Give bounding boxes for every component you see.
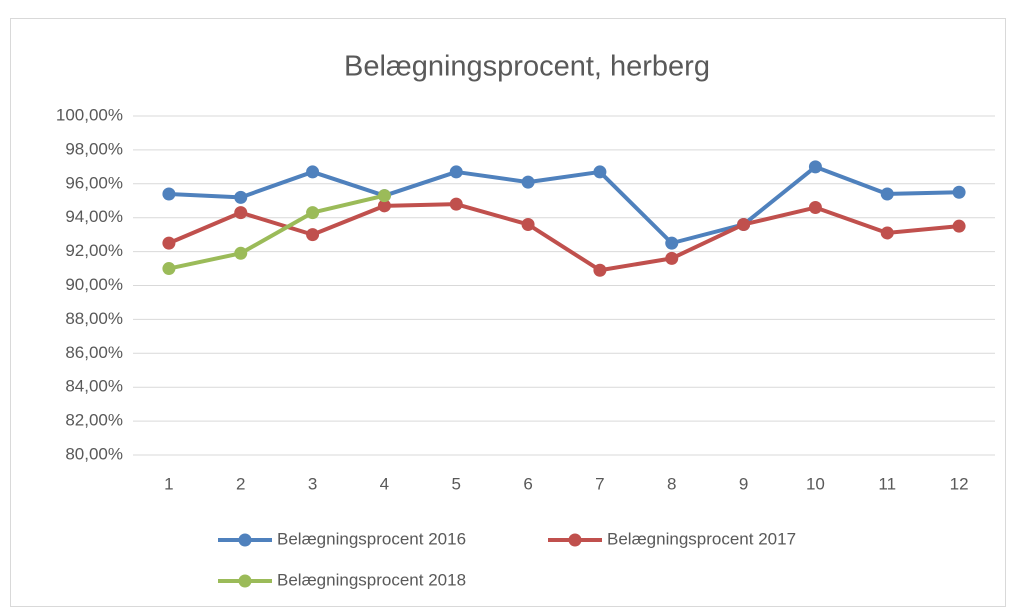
y-tick-label: 84,00% [65, 377, 123, 396]
data-point [952, 219, 966, 233]
x-tick-label: 7 [595, 474, 604, 493]
data-point [234, 190, 248, 204]
data-point [306, 228, 320, 242]
x-tick-label: 10 [806, 474, 825, 493]
series-line [168, 202, 960, 273]
data-point [162, 187, 176, 201]
data-point [521, 217, 535, 231]
x-tick-label: 6 [523, 474, 532, 493]
data-point [306, 206, 320, 220]
data-point [449, 197, 463, 211]
data-point [880, 187, 894, 201]
x-tick-label: 4 [380, 474, 389, 493]
y-tick-label: 86,00% [65, 343, 123, 362]
x-tick-label: 1 [164, 474, 173, 493]
data-point [162, 236, 176, 250]
x-tick-label: 2 [236, 474, 245, 493]
data-point [377, 199, 391, 213]
chart-title: Belægningsprocent, herberg [344, 51, 710, 83]
data-point [377, 189, 391, 203]
series-line [168, 164, 960, 246]
x-tick-label: 3 [308, 474, 317, 493]
data-point [808, 160, 822, 174]
x-tick-label: 8 [667, 474, 676, 493]
data-point [593, 165, 607, 179]
data-point [521, 175, 535, 189]
data-point [234, 246, 248, 260]
y-tick-label: 88,00% [65, 309, 123, 328]
y-tick-label: 100,00% [56, 105, 123, 124]
y-tick-label: 98,00% [65, 139, 123, 158]
legend-marker [238, 574, 252, 588]
y-tick-label: 96,00% [65, 173, 123, 192]
x-tick-label: 11 [878, 474, 896, 493]
y-tick-label: 90,00% [65, 275, 123, 294]
data-point [306, 165, 320, 179]
x-tick-label: 12 [950, 474, 969, 493]
x-tick-label: 9 [739, 474, 748, 493]
data-point [665, 236, 679, 250]
data-point [880, 226, 894, 240]
legend-label: Belægningsprocent 2016 [277, 529, 466, 548]
legend-label: Belægningsprocent 2017 [607, 529, 796, 548]
data-point [593, 263, 607, 277]
data-point [737, 217, 751, 231]
data-point [449, 165, 463, 179]
legend-label: Belægningsprocent 2018 [277, 570, 466, 589]
y-tick-label: 82,00% [65, 411, 123, 430]
series-line [168, 193, 385, 271]
data-point [234, 206, 248, 220]
y-tick-label: 94,00% [65, 207, 123, 226]
y-tick-label: 80,00% [65, 444, 123, 463]
chart-border [10, 18, 1006, 607]
data-point [808, 201, 822, 215]
y-tick-label: 92,00% [65, 241, 123, 260]
data-point [952, 185, 966, 199]
x-tick-label: 5 [452, 474, 461, 493]
legend-marker [238, 533, 252, 547]
data-point [665, 251, 679, 265]
legend-marker [568, 533, 582, 547]
data-point [162, 262, 176, 276]
